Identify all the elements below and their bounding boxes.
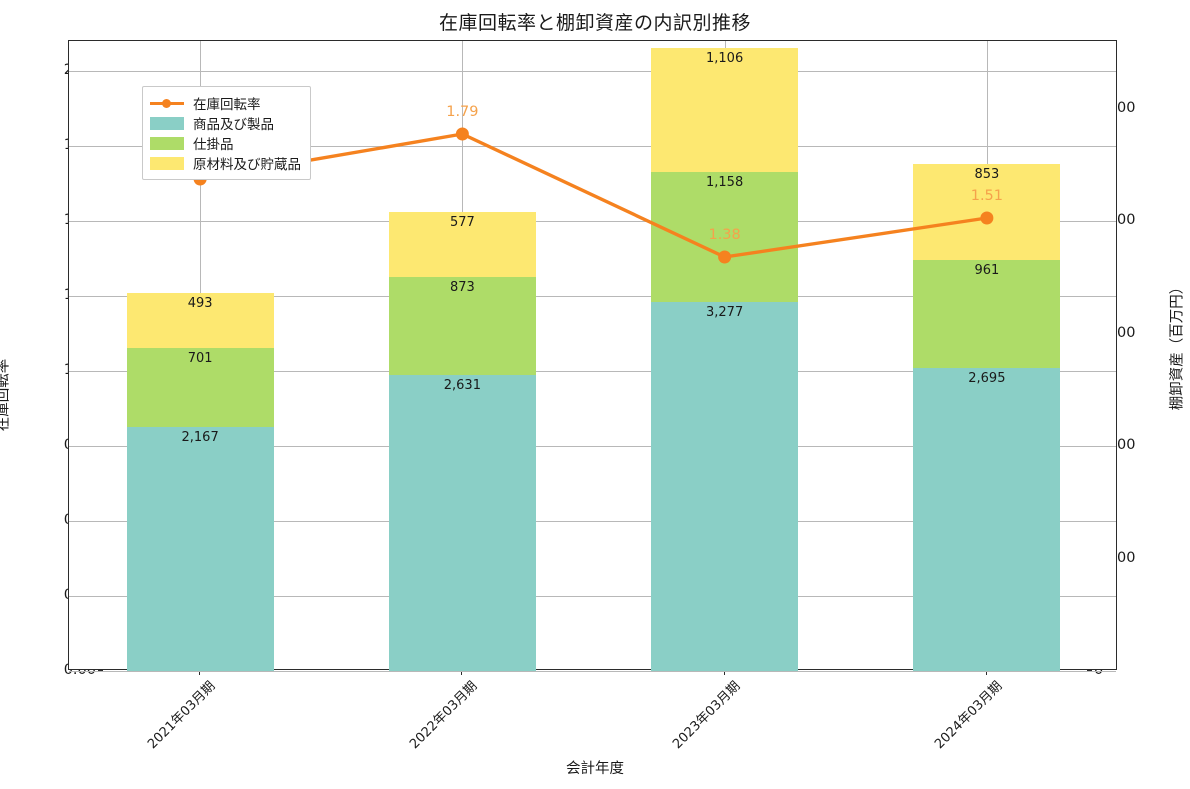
bar-segment[interactable]: 493 (126, 292, 274, 349)
legend-item[interactable]: 在庫回転率 (150, 93, 301, 113)
bar-segment[interactable]: 2,695 (913, 367, 1061, 671)
bar-segment[interactable]: 3,277 (651, 302, 799, 671)
gridline-horizontal (69, 146, 1116, 147)
gridline-horizontal (69, 71, 1116, 72)
bar-segment-value-label: 577 (449, 214, 475, 230)
x-axis-tick-label: 2021年03月期 (145, 678, 219, 753)
legend-swatch-icon (150, 116, 184, 130)
legend-line-icon (150, 97, 184, 110)
line-marker[interactable] (980, 211, 994, 225)
line-marker[interactable] (455, 127, 469, 141)
x-axis-tick-mark (723, 670, 725, 675)
plot-area: 2,167 701 493 2,631 873 577 3,277 1,158 1,106 2,6… (68, 40, 1117, 672)
x-axis-tick-label: 2023年03月期 (669, 678, 744, 753)
legend-item-label: 商品及び製品 (193, 117, 274, 133)
bar-segment[interactable]: 577 (388, 211, 536, 277)
legend-item[interactable]: 仕掛品 (150, 133, 301, 153)
y-axis-right-tick-label: 0 (1087, 662, 1174, 678)
bar-segment[interactable]: 2,167 (126, 427, 274, 671)
bar-segment-value-label: 961 (974, 262, 1000, 278)
x-axis-tick-mark (199, 670, 201, 675)
legend-item-label: 仕掛品 (193, 137, 234, 153)
bar-segment-value-label: 3,277 (706, 305, 744, 321)
gridline-horizontal (69, 371, 1116, 372)
bar-segment-value-label: 873 (449, 279, 475, 295)
legend-item-label: 原材料及び貯蔵品 (193, 157, 301, 173)
bar-segment[interactable]: 1,106 (651, 47, 799, 173)
line-marker[interactable] (718, 250, 732, 264)
bar-segment-value-label: 2,631 (443, 378, 481, 393)
chart-title: 在庫回転率と棚卸資産の内訳別推移 (438, 12, 751, 34)
bar-segment[interactable]: 961 (913, 259, 1061, 368)
legend-swatch-icon (150, 136, 184, 150)
gridline-horizontal (69, 596, 1116, 597)
gridline-horizontal (69, 446, 1116, 447)
x-axis-tick-label: 2022年03月期 (407, 678, 481, 753)
line-point-value-label: 1.38 (708, 227, 741, 243)
bar-segment-value-label: 493 (187, 295, 213, 311)
bar-segment-value-label: 1,158 (706, 175, 744, 191)
inventory-turnover-line (200, 134, 987, 257)
bar-segment[interactable]: 873 (388, 276, 536, 375)
bar-segment-value-label: 2,167 (181, 430, 219, 446)
bar-segment-value-label: 853 (974, 166, 1000, 182)
bar-segment[interactable]: 2,631 (388, 375, 536, 671)
legend-swatch-icon (150, 156, 184, 170)
y-axis-right-title: 棚卸資産（百万円） (1169, 279, 1186, 411)
bar-segment[interactable]: 1,158 (651, 172, 799, 303)
gridline-horizontal (69, 521, 1116, 522)
bar-segment[interactable]: 701 (126, 348, 274, 428)
x-axis-tick-mark (985, 670, 987, 675)
chart-legend: 在庫回転率商品及び製品 仕掛品原材料及び貯蔵品 (142, 86, 311, 180)
x-axis-tick-mark (461, 670, 463, 675)
gridline-horizontal (69, 221, 1116, 222)
y-axis-left-title: 在庫回転率 (0, 358, 12, 432)
bar-segment-value-label: 2,695 (968, 370, 1006, 386)
gridline-horizontal (69, 296, 1116, 297)
legend-item[interactable]: 原材料及び貯蔵品 (150, 153, 301, 173)
x-axis-tick-label: 2024年03月期 (932, 678, 1006, 753)
legend-item[interactable]: 商品及び製品 (150, 113, 301, 133)
bar-segment-value-label: 1,106 (706, 50, 744, 66)
line-point-value-label: 1.51 (970, 188, 1004, 204)
bar-segment-value-label: 701 (187, 351, 213, 367)
legend-item-label: 在庫回転率 (193, 97, 261, 113)
line-point-value-label: 1.79 (446, 104, 479, 120)
x-axis-title: 会計年度 (566, 761, 624, 777)
gridline-horizontal (69, 671, 1116, 672)
